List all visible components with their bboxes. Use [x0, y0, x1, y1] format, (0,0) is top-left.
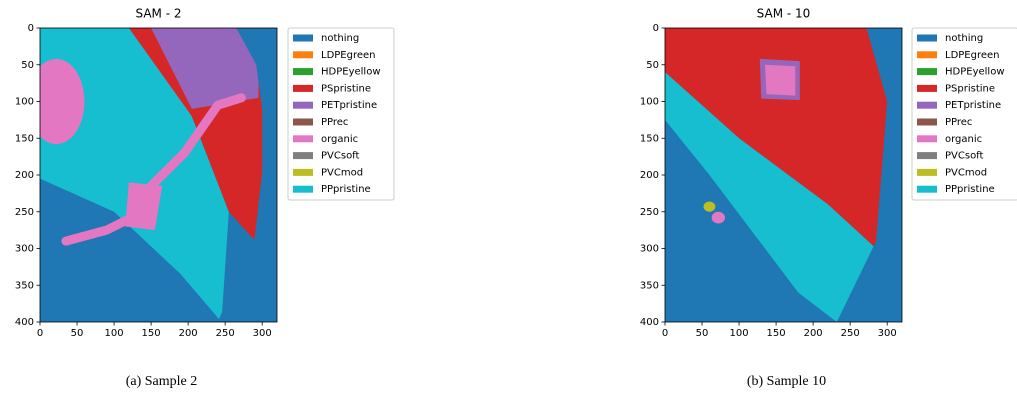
legend-swatch — [917, 51, 937, 59]
legend-label: PPrec — [945, 117, 972, 128]
x-tick-label: 300 — [878, 328, 897, 339]
x-tick-label: 200 — [804, 328, 823, 339]
legend-label: PPpristine — [321, 184, 371, 195]
region — [40, 58, 85, 145]
legend-label: PSpristine — [945, 83, 995, 94]
region — [711, 211, 725, 224]
legend-label: PPrec — [321, 117, 348, 128]
y-tick-label: 350 — [15, 280, 34, 291]
legend-swatch — [293, 68, 313, 76]
chart-title: SAM - 10 — [757, 7, 811, 21]
chart-title: SAM - 2 — [136, 7, 182, 21]
caption: (b) Sample 10 — [747, 374, 826, 389]
y-tick-label: 200 — [640, 170, 659, 181]
legend-label: PPpristine — [945, 184, 995, 195]
legend-label: nothing — [321, 33, 359, 44]
y-tick-label: 400 — [640, 317, 659, 328]
x-tick-label: 150 — [142, 328, 161, 339]
x-tick-label: 250 — [841, 328, 860, 339]
legend-label: HDPEyellow — [321, 67, 381, 78]
legend-swatch — [293, 101, 313, 109]
y-tick-label: 350 — [640, 280, 659, 291]
legend-swatch — [293, 118, 313, 126]
legend-swatch — [293, 185, 313, 193]
legend-label: HDPEyellow — [945, 67, 1005, 78]
x-tick-label: 150 — [767, 328, 786, 339]
caption: (a) Sample 2 — [126, 374, 198, 389]
legend-label: PETpristine — [945, 100, 1001, 111]
x-tick-label: 0 — [662, 328, 668, 339]
legend-swatch — [917, 118, 937, 126]
y-tick-label: 50 — [646, 60, 659, 71]
y-tick-label: 250 — [15, 207, 34, 218]
x-tick-label: 50 — [696, 328, 709, 339]
legend-swatch — [917, 168, 937, 176]
y-tick-label: 100 — [640, 97, 659, 108]
x-tick-label: 200 — [179, 328, 198, 339]
legend-label: PVCmod — [321, 167, 363, 178]
legend-swatch — [293, 152, 313, 160]
legend-swatch — [917, 135, 937, 143]
x-tick-label: 300 — [253, 328, 272, 339]
y-tick-label: 150 — [640, 133, 659, 144]
region — [665, 72, 877, 322]
legend-label: nothing — [945, 33, 983, 44]
region — [217, 28, 277, 322]
legend-swatch — [293, 84, 313, 92]
legend-swatch — [293, 168, 313, 176]
legend-swatch — [293, 135, 313, 143]
region — [836, 28, 902, 322]
legend-label: LDPEgreen — [321, 50, 376, 61]
legend-label: PVCsoft — [321, 151, 360, 162]
legend-box — [911, 27, 1017, 201]
legend-swatch — [917, 101, 937, 109]
x-tick-label: 50 — [71, 328, 84, 339]
x-tick-label: 250 — [216, 328, 235, 339]
y-tick-label: 200 — [15, 170, 34, 181]
legend-label: PETpristine — [321, 100, 377, 111]
legend-swatch — [917, 84, 937, 92]
legend-swatch — [917, 68, 937, 76]
x-tick-label: 100 — [730, 328, 749, 339]
region — [665, 28, 888, 249]
legend-label: PSpristine — [321, 83, 371, 94]
x-tick-label: 100 — [105, 328, 124, 339]
y-tick-label: 150 — [15, 133, 34, 144]
region — [151, 28, 259, 109]
region — [703, 201, 716, 212]
legend-box — [287, 27, 395, 201]
image — [665, 28, 902, 322]
image — [40, 28, 277, 322]
y-tick-label: 100 — [15, 97, 34, 108]
region — [125, 182, 163, 231]
y-tick-label: 0 — [653, 23, 659, 34]
y-tick-label: 300 — [640, 244, 659, 255]
legend-swatch — [917, 34, 937, 42]
y-tick-label: 0 — [28, 23, 34, 34]
legend-swatch — [293, 51, 313, 59]
x-tick-label: 0 — [37, 328, 43, 339]
legend-swatch — [917, 152, 937, 160]
legend-label: LDPEgreen — [945, 50, 1000, 61]
legend-swatch — [917, 185, 937, 193]
y-tick-label: 300 — [15, 244, 34, 255]
region — [764, 64, 796, 96]
legend-label: PVCsoft — [945, 151, 984, 162]
y-tick-label: 400 — [15, 317, 34, 328]
legend-label: PVCmod — [945, 167, 987, 178]
legend-label: organic — [945, 134, 982, 145]
legend-swatch — [293, 34, 313, 42]
y-tick-label: 50 — [21, 60, 34, 71]
legend-label: organic — [321, 134, 358, 145]
y-tick-label: 250 — [640, 207, 659, 218]
